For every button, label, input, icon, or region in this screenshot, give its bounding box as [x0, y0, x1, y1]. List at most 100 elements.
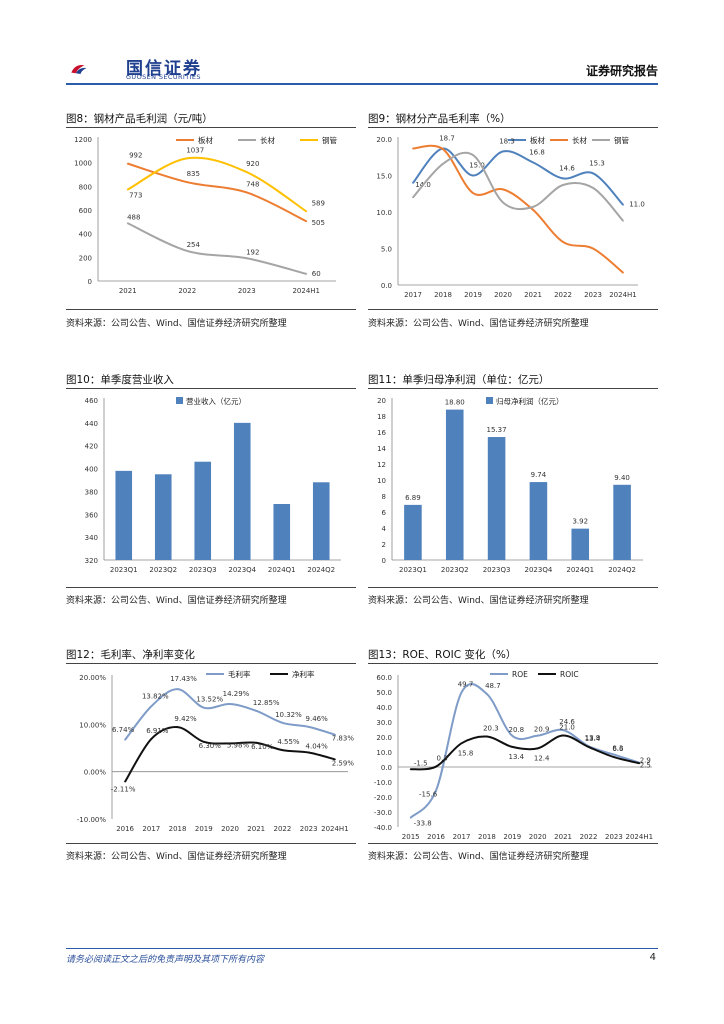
y-tick-label: 10 — [377, 477, 386, 485]
bar — [273, 504, 291, 560]
figure-10-bottom-rule — [66, 587, 356, 588]
y-tick-label: 20.0 — [376, 734, 392, 742]
y-tick-label: 0.0 — [381, 764, 392, 772]
data-point — [562, 177, 564, 180]
data-point — [229, 703, 231, 705]
data-point — [536, 747, 539, 750]
data-label: 1037 — [186, 146, 204, 154]
data-label: 12.85% — [253, 699, 280, 707]
y-tick-label: 800 — [79, 183, 92, 191]
data-label: 60 — [312, 270, 321, 278]
figure-10-chart: 320 340 360 380 400 420 440 460 2023Q1 2023Q2 2023… — [85, 396, 341, 574]
y-tick-label: 30.0 — [376, 719, 392, 727]
data-point — [245, 171, 248, 174]
data-point — [255, 741, 258, 744]
page-number: 4 — [649, 952, 656, 963]
data-label: 20.8 — [509, 726, 525, 734]
x-tick-label: 2018 — [169, 825, 187, 833]
x-tick-label: 2021 — [554, 833, 572, 841]
header-divider — [66, 83, 658, 85]
legend-label: 营业收入（亿元） — [186, 396, 246, 406]
data-label: 12.4 — [534, 754, 550, 762]
y-tick-label: 400 — [79, 231, 92, 239]
y-tick-label: 200 — [79, 254, 92, 262]
data-label: 15.8 — [458, 749, 474, 757]
y-tick-label: 0.00% — [84, 769, 107, 777]
data-label: 920 — [246, 160, 259, 168]
y-tick-label: 440 — [85, 420, 98, 428]
x-tick-label: 2017 — [453, 833, 471, 841]
data-point — [186, 181, 189, 184]
data-label: 748 — [246, 180, 259, 188]
y-tick-label: 0 — [382, 557, 386, 565]
x-tick-label: 2017 — [404, 291, 422, 299]
x-tick-label: 2023Q4 — [228, 566, 256, 574]
x-tick-label: 2024Q2 — [608, 566, 636, 574]
data-point — [245, 191, 248, 194]
data-point — [255, 709, 258, 712]
y-tick-label: 1200 — [74, 136, 92, 144]
data-label: -15.6 — [419, 790, 438, 798]
y-tick-label: 360 — [85, 511, 98, 519]
data-label: -1.5 — [414, 759, 428, 767]
data-label: 11.0 — [629, 201, 645, 209]
data-point — [126, 162, 129, 165]
footer-disclaimer: 请务必阅读正文之后的免责声明及其项下所有内容 — [66, 955, 265, 965]
x-tick-label: 2021 — [119, 287, 137, 295]
data-label: -33.8 — [414, 820, 432, 828]
data-point — [186, 157, 189, 160]
data-point — [562, 729, 564, 731]
data-label: 9.42% — [174, 715, 197, 723]
data-label: 6.89 — [405, 494, 421, 502]
x-tick-label: 2023 — [300, 825, 318, 833]
x-tick-label: 2024H1 — [626, 833, 654, 841]
x-tick-label: 2016 — [116, 825, 134, 833]
y-tick-label: 1000 — [74, 160, 92, 168]
data-point — [305, 210, 308, 213]
data-label: 20.9 — [534, 726, 550, 734]
logo-text-en: GUOSEN SECURITIES — [126, 73, 201, 81]
data-label: 17.43% — [170, 675, 197, 683]
x-tick-label: 2024Q2 — [307, 566, 335, 574]
data-point — [412, 181, 414, 184]
y-tick-label: 2 — [382, 541, 386, 549]
data-point — [532, 205, 534, 208]
data-point — [307, 725, 310, 728]
x-tick-label: 2021 — [524, 291, 542, 299]
x-tick-label: 2020 — [221, 825, 239, 833]
data-point — [442, 162, 444, 165]
series-line-1 — [409, 682, 640, 819]
data-point — [176, 726, 179, 728]
y-tick-label: 340 — [85, 534, 98, 542]
data-point — [587, 746, 590, 748]
data-point — [622, 271, 624, 274]
bar — [571, 528, 590, 560]
data-label: 13.4 — [585, 735, 601, 743]
figure-9-source: 资料来源：公司公告、Wind、国信证券经济研究所整理 — [368, 319, 589, 329]
report-type-label: 证券研究报告 — [585, 64, 658, 78]
data-point — [532, 161, 534, 164]
bar — [613, 484, 631, 560]
figure-8-chart: 0 200 400 600 800 1000 1200 2021 2022 2023 2024H1 板… — [74, 135, 337, 295]
series-line-3 — [127, 156, 307, 213]
data-label: 488 — [127, 213, 140, 221]
logo-text-cn: 国信证券 — [126, 59, 202, 79]
data-point — [281, 721, 284, 724]
data-label: 8.3 — [612, 745, 623, 753]
x-tick-label: 2023Q1 — [110, 566, 138, 574]
y-tick-label: 380 — [85, 488, 98, 496]
y-tick-label: 8 — [382, 493, 386, 501]
y-tick-label: 40.0 — [376, 704, 392, 712]
data-label: 13.4 — [509, 753, 525, 761]
data-label: 6.10% — [251, 743, 274, 751]
data-point — [502, 188, 504, 191]
y-tick-label: 420 — [85, 443, 98, 451]
data-point — [460, 742, 463, 745]
y-tick-label: 10.0 — [376, 209, 392, 217]
x-tick-label: 2024H1 — [321, 825, 349, 833]
y-tick-label: 20 — [377, 397, 386, 405]
data-label: 15.37 — [487, 426, 507, 434]
y-tick-label: 10.00% — [79, 721, 106, 729]
data-point — [511, 734, 514, 737]
data-point — [124, 780, 127, 783]
